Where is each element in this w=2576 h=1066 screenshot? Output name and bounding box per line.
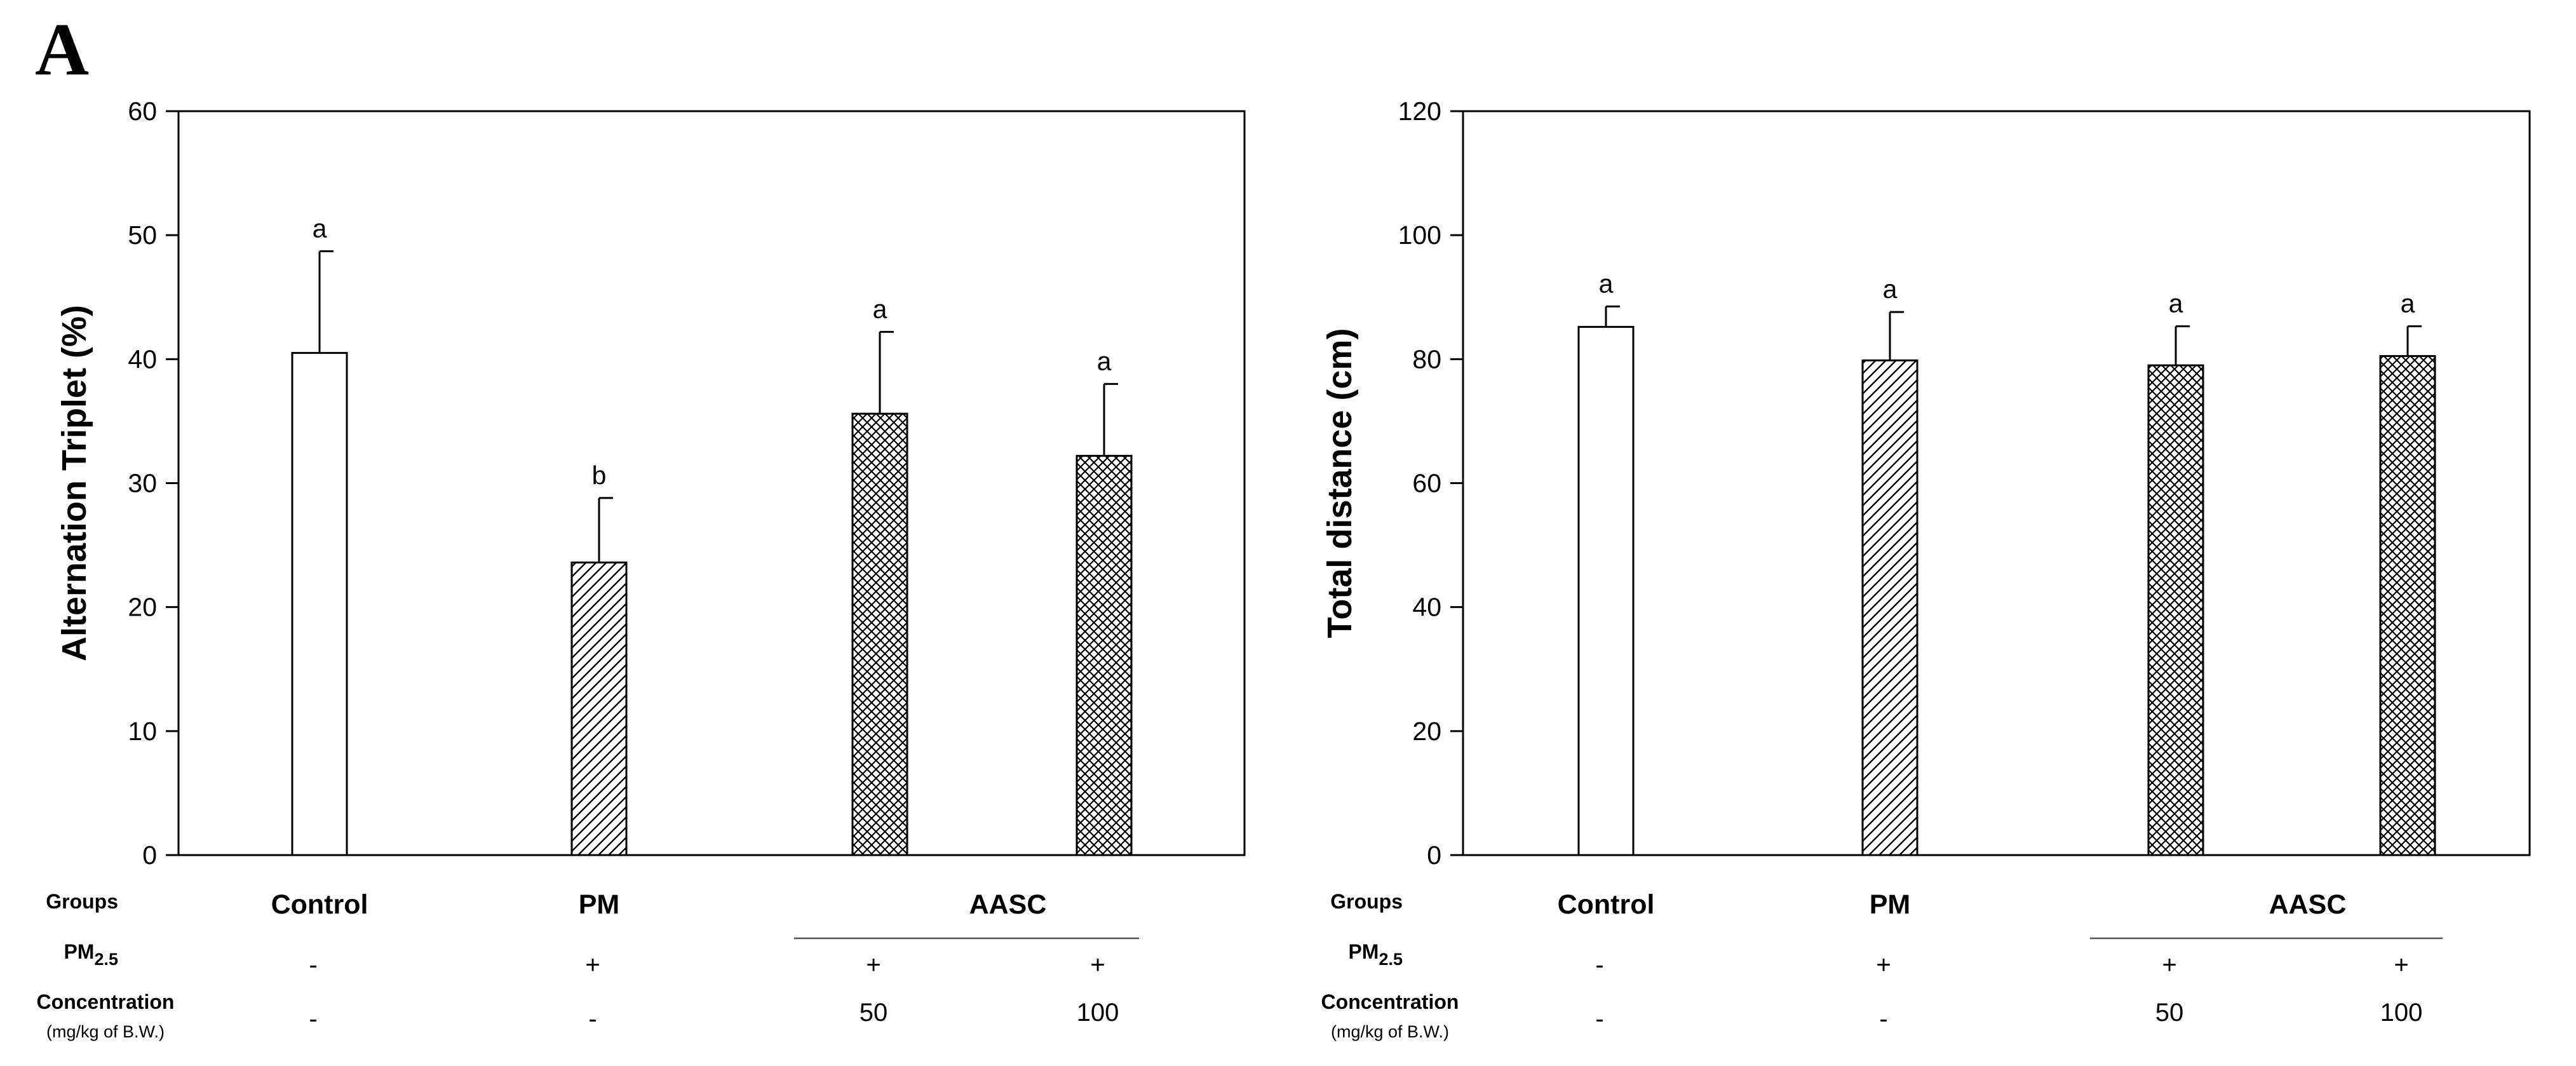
concentration-value: 100 <box>2380 999 2423 1027</box>
group-name: AASC <box>2269 889 2347 920</box>
bar <box>1577 326 1635 856</box>
row-label-concentration: Concentration <box>1321 990 1459 1013</box>
row-label-concentration-unit: (mg/kg of B.W.) <box>46 1022 165 1041</box>
group-name: PM <box>1870 889 1911 920</box>
panel-letter: A <box>35 8 90 91</box>
y-tick-label: 60 <box>1412 469 1441 498</box>
y-tick-label: 120 <box>1398 97 1441 126</box>
concentration-value: - <box>309 1005 317 1033</box>
y-tick-label: 50 <box>128 220 157 250</box>
bar <box>291 352 348 856</box>
row-label-concentration: Concentration <box>37 990 175 1013</box>
group-name: PM <box>579 889 620 920</box>
bar <box>570 561 628 856</box>
bar <box>851 412 908 856</box>
y-tick-label: 40 <box>1412 593 1441 622</box>
significance-letter: a <box>1097 346 1112 375</box>
y-axis-label: Total distance (cm) <box>1321 328 1359 638</box>
y-tick-label: 80 <box>1412 344 1441 374</box>
significance-letter: b <box>592 461 607 490</box>
pm-value: + <box>2162 951 2176 979</box>
concentration-value: - <box>588 1005 597 1033</box>
row-label-concentration-unit: (mg/kg of B.W.) <box>1331 1022 1449 1041</box>
significance-letter: a <box>1883 274 1898 304</box>
pm-value: - <box>1595 951 1603 979</box>
significance-letter: a <box>1599 269 1614 298</box>
row-label-groups: Groups <box>46 890 118 913</box>
y-tick-label: 30 <box>128 469 157 498</box>
y-tick-label: 0 <box>142 840 157 870</box>
significance-letter: a <box>2401 289 2415 318</box>
pm-value: + <box>1876 951 1891 979</box>
y-tick-label: 10 <box>128 717 157 746</box>
bar <box>1861 359 1919 856</box>
concentration-value: 50 <box>2155 999 2184 1027</box>
bar <box>1076 455 1133 856</box>
chart-panel-2: 0 20 40 60 80 100 120 Total distance (cm) a a a a Gr… <box>1321 97 2531 1041</box>
bar <box>2147 364 2204 856</box>
concentration-value: 50 <box>860 999 888 1027</box>
y-axis-label: Alternation Triplet (%) <box>55 305 93 661</box>
row-label-groups: Groups <box>1330 890 1403 913</box>
bar <box>2379 354 2436 856</box>
group-name: Control <box>271 889 368 920</box>
pm-value: + <box>866 951 880 979</box>
y-tick-label: 20 <box>128 593 157 622</box>
pm-value: + <box>1090 951 1105 979</box>
concentration-value: - <box>1595 1005 1603 1033</box>
group-name: AASC <box>969 889 1047 920</box>
pm-value: + <box>2394 951 2408 979</box>
y-tick-label: 0 <box>1427 840 1441 870</box>
significance-letter: a <box>873 294 887 323</box>
row-label-pm: PM2.5 <box>64 940 118 969</box>
group-name: Control <box>1558 889 1655 920</box>
significance-letter: a <box>313 214 327 243</box>
pm-value: - <box>309 951 317 979</box>
y-tick-label: 20 <box>1412 717 1441 746</box>
y-tick-label: 40 <box>128 344 157 374</box>
row-label-pm: PM2.5 <box>1348 940 1403 969</box>
concentration-value: 100 <box>1077 999 1119 1027</box>
concentration-value: - <box>1879 1005 1887 1033</box>
chart-panel-1: 0 10 20 30 40 50 60 Alternation Triplet (%) a b a a… <box>37 97 1246 1041</box>
y-tick-label: 100 <box>1398 220 1441 250</box>
significance-letter: a <box>2169 289 2183 318</box>
y-tick-label: 60 <box>128 97 157 126</box>
pm-value: + <box>585 951 600 979</box>
